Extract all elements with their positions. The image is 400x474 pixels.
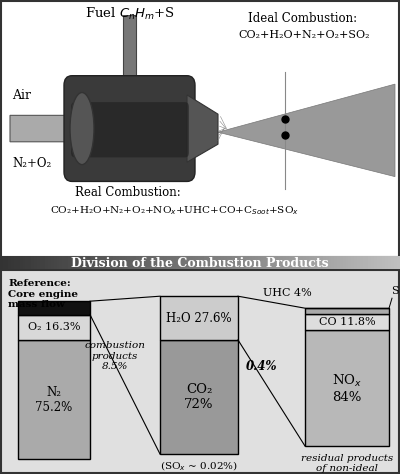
Bar [160, 296, 238, 340]
Text: CO 11.8%: CO 11.8% [319, 317, 375, 327]
Bar [160, 340, 238, 454]
Text: Reference:
Core engine
mass flow: Reference: Core engine mass flow [8, 279, 78, 309]
FancyBboxPatch shape [71, 102, 189, 157]
Text: H₂O 27.6%: H₂O 27.6% [166, 311, 232, 325]
FancyBboxPatch shape [64, 76, 195, 182]
Text: Division of the Combustion Products: Division of the Combustion Products [71, 257, 329, 270]
Text: combustion
products
8.5%: combustion products 8.5% [84, 341, 146, 371]
Text: Ideal Combustion:: Ideal Combustion: [248, 12, 357, 25]
Text: Fuel $C_n H_m$+S: Fuel $C_n H_m$+S [85, 6, 175, 22]
Text: residual products
of non-ideal
combustion: residual products of non-ideal combustio… [301, 454, 393, 474]
Bar [305, 314, 389, 330]
Bar [305, 308, 389, 314]
Polygon shape [218, 84, 395, 177]
Text: UHC 4%: UHC 4% [263, 288, 311, 298]
Ellipse shape [70, 92, 94, 164]
Text: CO₂+H₂O+N₂+O₂+NO$_x$+UHC+CO+C$_{Soot}$+SO$_x$: CO₂+H₂O+N₂+O₂+NO$_x$+UHC+CO+C$_{Soot}$+S… [50, 204, 299, 217]
Text: Air: Air [12, 89, 31, 102]
Text: N₂
75.2%: N₂ 75.2% [35, 386, 73, 414]
Text: Real Combustion:: Real Combustion: [75, 186, 181, 199]
Text: N₂+O₂: N₂+O₂ [12, 157, 51, 170]
Bar [18, 315, 90, 340]
Bar [305, 330, 389, 446]
FancyArrow shape [120, 16, 140, 117]
Text: (SO$_x$ ~ 0.02%): (SO$_x$ ~ 0.02%) [160, 459, 238, 473]
Text: O₂ 16.3%: O₂ 16.3% [28, 322, 80, 332]
FancyArrow shape [10, 112, 86, 146]
Text: CO₂+H₂O+N₂+O₂+SO₂: CO₂+H₂O+N₂+O₂+SO₂ [238, 30, 370, 40]
Polygon shape [187, 95, 218, 162]
Text: Soot 0.1%: Soot 0.1% [392, 286, 400, 296]
Bar [18, 340, 90, 459]
Bar [18, 301, 90, 315]
Text: NO$_x$
84%: NO$_x$ 84% [332, 373, 362, 404]
Text: 0.4%: 0.4% [246, 360, 278, 373]
Text: CO₂
72%: CO₂ 72% [184, 383, 214, 411]
